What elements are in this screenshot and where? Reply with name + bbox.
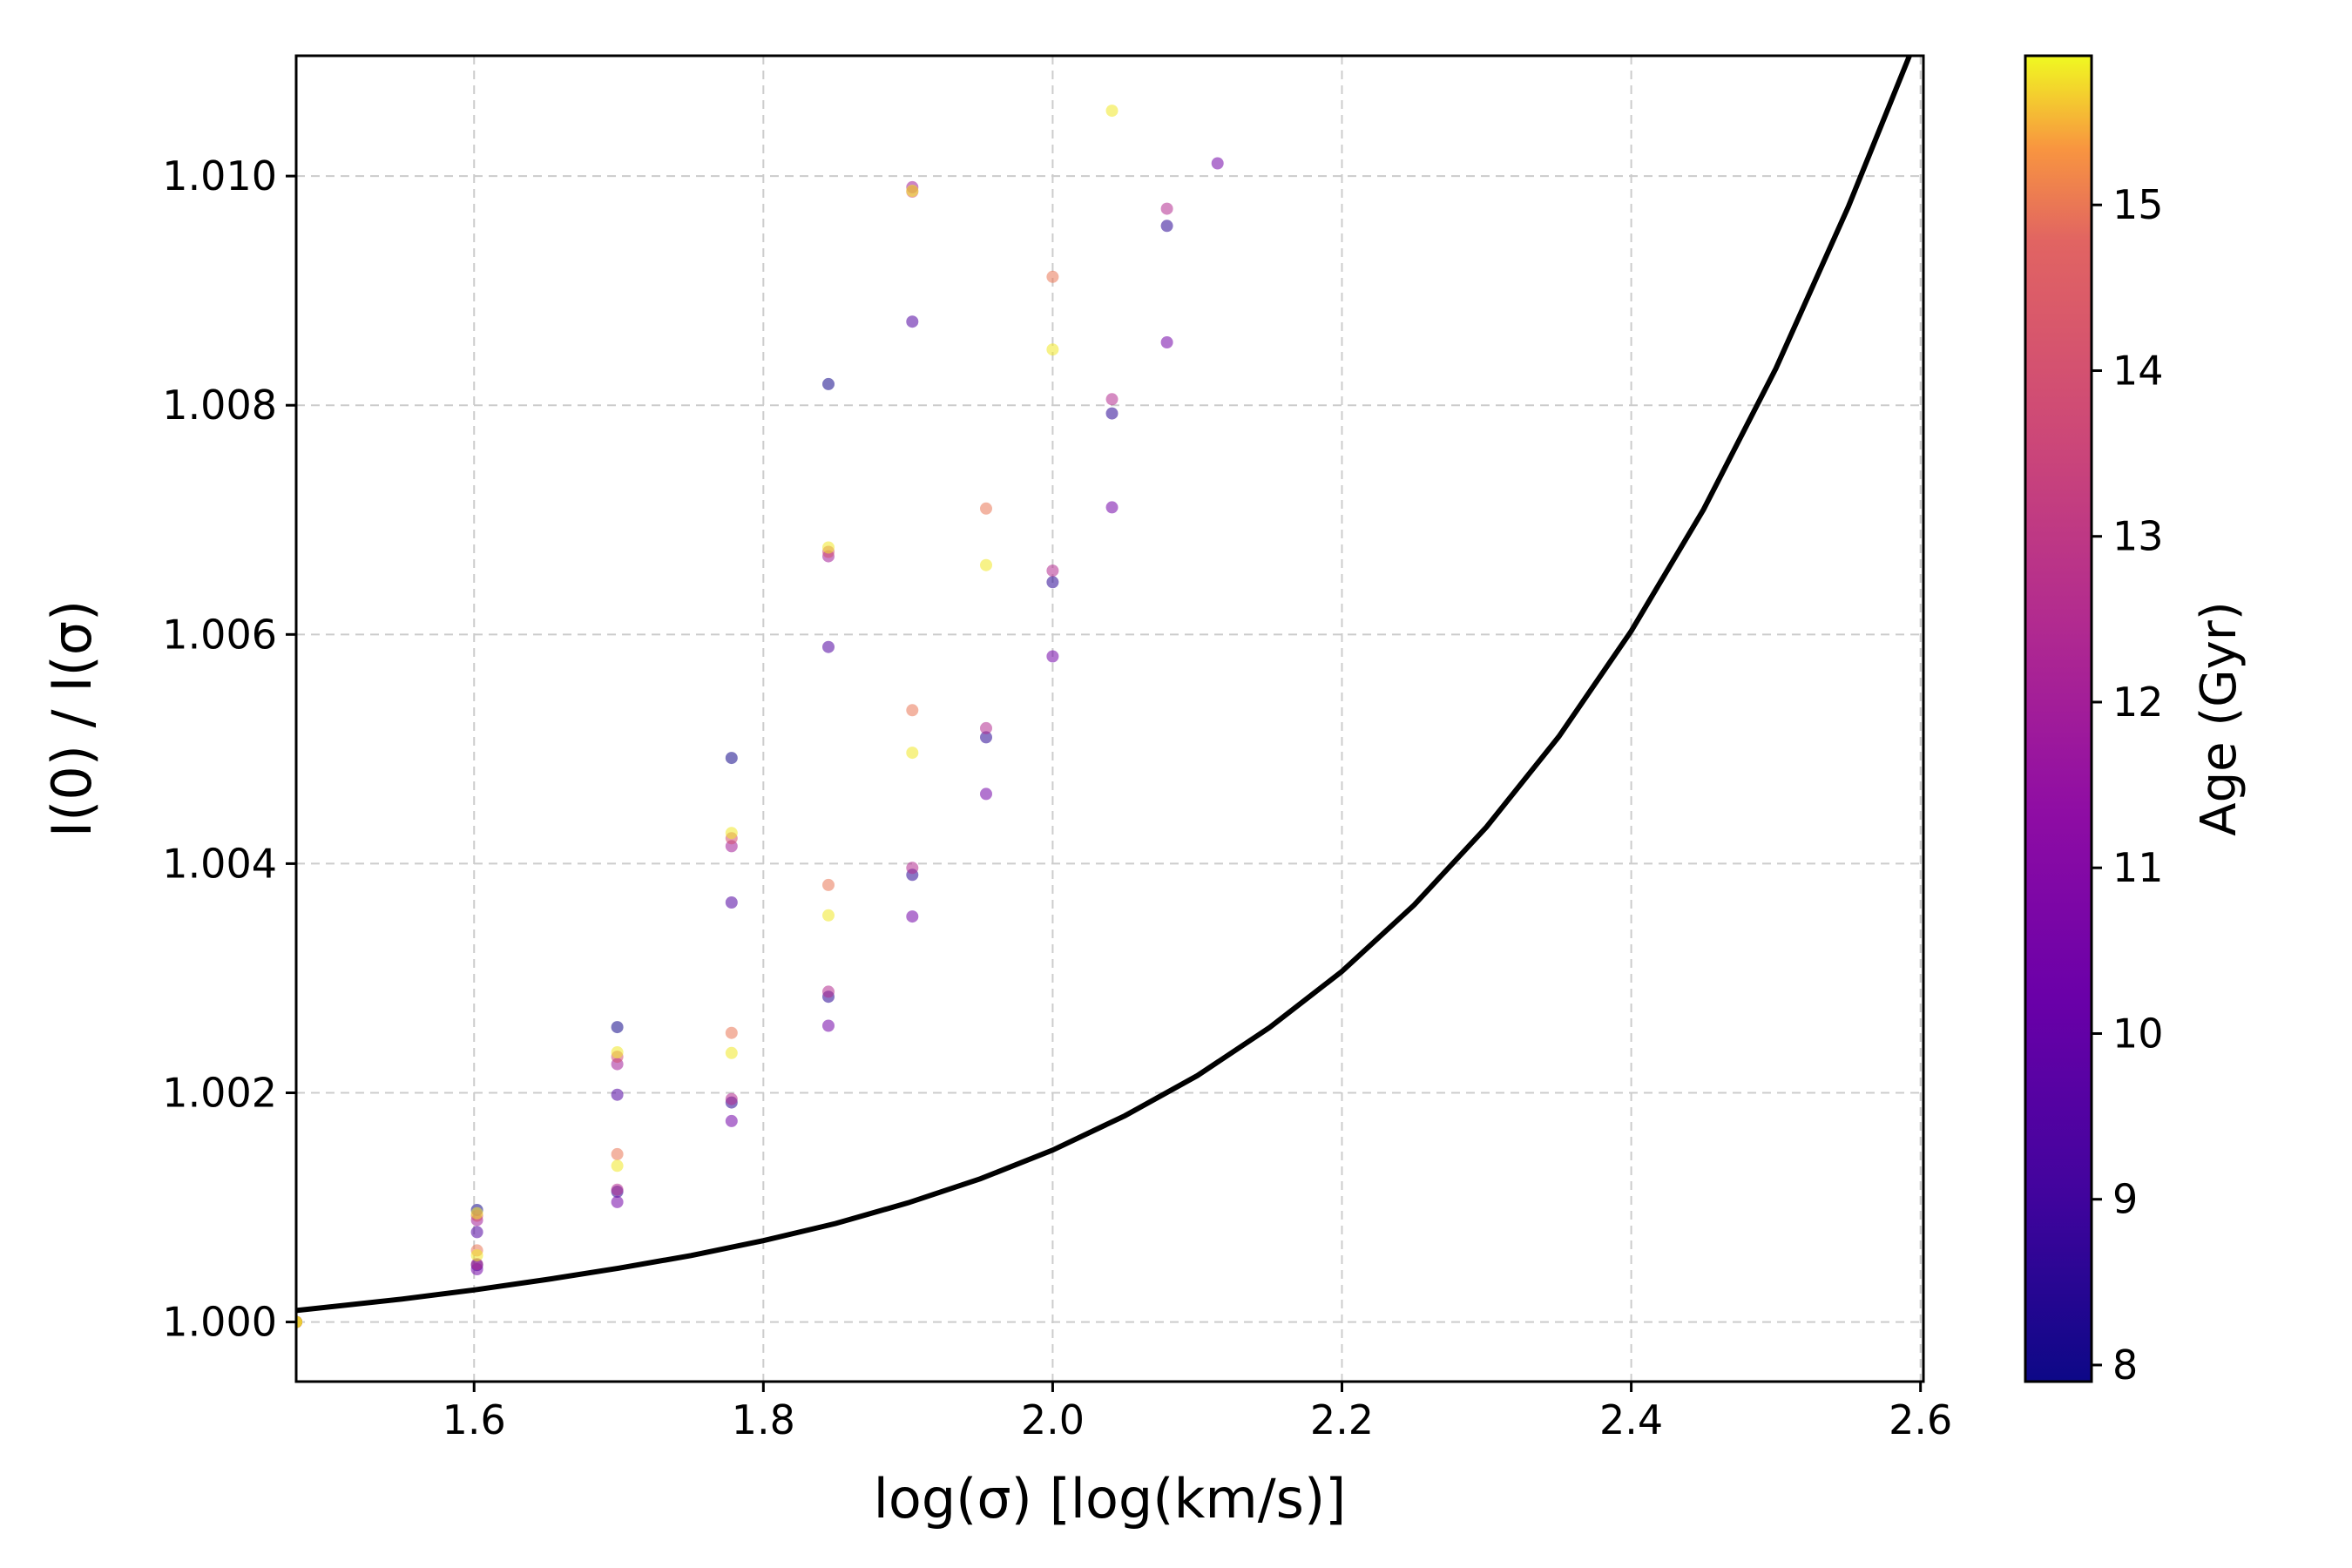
y-axis: 1.000 1.002 1.004 1.006 1.008 1.010 <box>162 152 296 1346</box>
y-tick-label-0: 1.000 <box>162 1299 277 1346</box>
fit-curve <box>296 56 1913 1314</box>
scatter-point-3-10 <box>1211 157 1224 170</box>
scatter-point-9-6 <box>980 558 992 571</box>
scatter-point-5-3 <box>725 1092 738 1105</box>
scatter-point-3-5 <box>906 910 919 923</box>
scatter-point-3-2 <box>611 1195 624 1208</box>
scatter-point-0-2 <box>611 1021 624 1034</box>
colorbar-tick-label-4: 12 <box>2112 679 2164 726</box>
scatter-point-9-4 <box>822 909 835 922</box>
grid <box>296 56 1923 1382</box>
scatter-point-7-5 <box>906 704 919 717</box>
scatter-point-2-1 <box>470 1226 483 1239</box>
scatter-point-2-5 <box>906 315 919 328</box>
scatter-point-1-6 <box>980 731 992 744</box>
scatter-point-8-4 <box>822 541 835 554</box>
scatter-point-8-3 <box>725 827 738 840</box>
scatter-point-7-2 <box>611 1147 624 1160</box>
scatter-point-1-8 <box>1105 407 1119 420</box>
scatter-point-3-3 <box>725 1114 738 1127</box>
colorbar-tick-label-1: 9 <box>2112 1176 2138 1223</box>
scatter-point-2-4 <box>822 640 835 653</box>
scatter-point-9-2 <box>611 1159 624 1173</box>
scatter-point-3-4 <box>822 1019 835 1032</box>
scatter-point-9-8 <box>1105 105 1119 118</box>
scatter-point-9-5 <box>906 747 919 760</box>
scatter-point-0-4 <box>822 377 835 390</box>
scatter-point-3-8 <box>1105 501 1119 514</box>
x-tick-label-3: 2.2 <box>1310 1396 1374 1443</box>
scatter-point-5-1 <box>470 1258 483 1271</box>
scatter-point-8-2 <box>611 1046 624 1058</box>
colorbar-tick-label-3: 11 <box>2112 844 2164 891</box>
y-tick-label-2: 1.004 <box>162 840 277 887</box>
scatter-point-3-9 <box>1160 336 1173 348</box>
y-tick-label-3: 1.006 <box>162 611 277 658</box>
scatter-point-5-2 <box>611 1183 624 1196</box>
scatter-point-0-3 <box>725 752 738 765</box>
y-axis-title: I(0) / I(σ) <box>40 600 104 837</box>
scatter-point-8-5 <box>906 185 919 197</box>
colorbar-ticks: 8 9 10 11 12 13 14 15 <box>2092 181 2164 1389</box>
scatter-point-8-1 <box>470 1206 483 1220</box>
scatter-point-1-10 <box>1212 16 1224 28</box>
scatter-point-3-7 <box>1046 650 1059 663</box>
x-axis: 1.6 1.8 2.0 2.2 2.4 2.6 <box>443 1382 1952 1443</box>
scatter-point-5-7 <box>1046 564 1059 578</box>
x-tick-label-2: 2.0 <box>1021 1396 1085 1443</box>
scatter-point-5-8 <box>1105 393 1119 406</box>
colorbar <box>2024 54 2093 1383</box>
scatter-point-9-0 <box>296 1315 302 1328</box>
scatter-point-7-6 <box>980 502 992 515</box>
scatter-point-5-6 <box>980 721 992 734</box>
scatter-point-5-4 <box>822 985 835 998</box>
scatter-point-9-1 <box>470 1249 483 1262</box>
colorbar-tick-label-2: 10 <box>2112 1010 2164 1057</box>
plot-frame <box>294 54 1925 1383</box>
x-tick-label-5: 2.6 <box>1889 1396 1952 1443</box>
colorbar-tick-label-6: 14 <box>2112 347 2164 394</box>
scatter-points <box>296 0 1224 1328</box>
scatter-point-1-7 <box>1046 576 1059 589</box>
scatter-point-5-9 <box>1160 202 1173 215</box>
colorbar-tick-label-7: 15 <box>2112 181 2164 228</box>
scatter-point-2-3 <box>725 896 738 909</box>
x-tick-label-1: 1.8 <box>732 1396 795 1443</box>
scatter-point-9-7 <box>1046 343 1059 356</box>
colorbar-tick-label-5: 13 <box>2112 513 2164 560</box>
scatter-point-7-8 <box>1106 14 1119 26</box>
colorbar-title: Age (Gyr) <box>2191 601 2247 835</box>
x-tick-label-0: 1.6 <box>443 1396 506 1443</box>
scatter-point-5-5 <box>906 862 919 875</box>
scatter-point-2-2 <box>611 1088 624 1101</box>
scatter-point-1-9 <box>1160 220 1173 233</box>
x-axis-title: log(σ) [log(km/s)] <box>874 1467 1347 1531</box>
x-tick-label-4: 2.4 <box>1599 1396 1663 1443</box>
scatter-point-5-10 <box>1212 0 1224 8</box>
scatter-point-7-4 <box>822 878 835 891</box>
y-tick-label-1: 1.002 <box>162 1070 277 1117</box>
colorbar-tick-label-0: 8 <box>2112 1342 2138 1389</box>
scatter-point-9-3 <box>725 1046 738 1059</box>
scatter-point-7-3 <box>725 1026 738 1039</box>
y-tick-label-4: 1.008 <box>162 382 277 429</box>
scatter-point-7-7 <box>1046 270 1059 283</box>
y-tick-label-5: 1.010 <box>162 152 277 199</box>
scatter-point-3-6 <box>980 787 992 801</box>
